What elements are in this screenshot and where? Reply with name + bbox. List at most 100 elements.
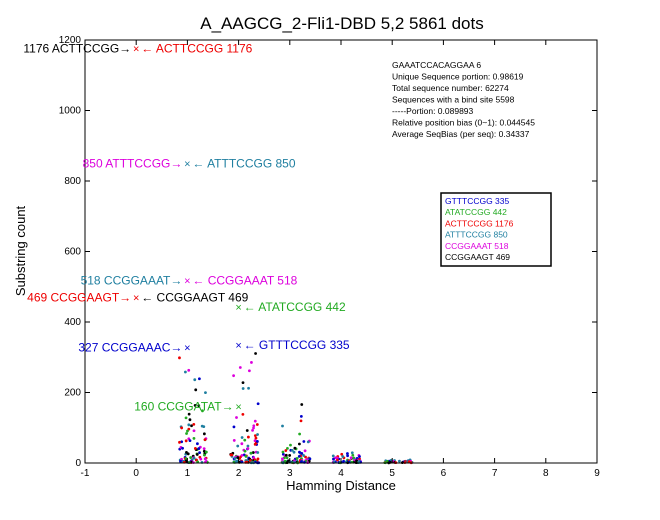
data-point xyxy=(187,368,191,372)
data-point xyxy=(302,440,306,443)
annotation-left-label: 518 CCGGAAAT→ xyxy=(81,273,183,287)
x-tick-label: 5 xyxy=(389,468,395,479)
data-point xyxy=(336,458,339,462)
data-point xyxy=(201,409,204,413)
data-point xyxy=(253,434,257,438)
data-point xyxy=(198,451,201,455)
x-tick-label: 4 xyxy=(338,468,344,479)
info-line: -----Portion: 0.089893 xyxy=(392,106,474,116)
data-point xyxy=(290,448,294,452)
data-point xyxy=(298,442,301,446)
data-point xyxy=(178,356,181,360)
data-point xyxy=(251,451,255,454)
y-tick-label: 600 xyxy=(64,247,81,258)
y-tick-label: 200 xyxy=(64,388,81,399)
data-point xyxy=(180,426,184,430)
annotation-marker: × xyxy=(235,340,241,352)
y-tick-label: 1000 xyxy=(59,106,82,117)
data-point xyxy=(202,432,206,436)
data-point xyxy=(241,413,245,416)
y-axis-label: Substring count xyxy=(13,205,28,296)
data-point xyxy=(195,453,199,456)
data-point xyxy=(299,419,303,423)
data-point xyxy=(297,454,301,458)
data-point xyxy=(398,459,401,463)
x-tick-label: 2 xyxy=(236,468,242,479)
data-point xyxy=(253,442,257,446)
data-point xyxy=(187,412,191,416)
data-point xyxy=(186,452,190,456)
x-tick-label: 6 xyxy=(441,468,447,479)
data-point xyxy=(302,454,305,457)
data-point xyxy=(184,439,188,443)
data-point xyxy=(346,454,349,458)
data-point xyxy=(203,438,207,442)
data-point xyxy=(247,386,250,390)
data-point xyxy=(284,453,288,457)
annotation-marker: × xyxy=(184,275,190,287)
annotation-marker: × xyxy=(235,302,241,314)
data-point xyxy=(281,457,284,461)
x-axis-ticks: -1 0 1 2 3 4 5 6 7 8 9 xyxy=(81,40,600,479)
info-line: Sequences with a bind site 5598 xyxy=(392,95,515,105)
x-tick-label: 0 xyxy=(133,468,139,479)
data-point xyxy=(285,456,289,460)
data-point xyxy=(199,457,203,461)
data-point xyxy=(241,381,245,385)
data-point xyxy=(189,456,193,459)
data-point xyxy=(196,442,199,446)
data-point xyxy=(202,447,206,451)
annotation-right-label: ← CCGGAAAT 518 xyxy=(192,273,297,287)
info-line: GAAATCCACAGGAA 6 xyxy=(392,60,481,70)
data-point xyxy=(303,449,307,453)
annotation-marker: × xyxy=(184,158,190,170)
annotation-left-label: 1176 ACTTCCGG→ xyxy=(23,41,131,55)
data-point xyxy=(246,447,250,450)
legend-entry: CCGGAAGT 469 xyxy=(445,252,510,262)
legend-entry: ACTTCCGG 1176 xyxy=(445,218,514,228)
data-point xyxy=(255,440,259,443)
data-point xyxy=(289,443,292,447)
data-point xyxy=(349,456,353,460)
data-point xyxy=(250,361,253,364)
data-point xyxy=(232,374,235,378)
data-point xyxy=(342,459,346,463)
data-point xyxy=(236,444,240,448)
data-point xyxy=(253,439,257,443)
data-point xyxy=(188,439,192,443)
data-point xyxy=(298,450,301,454)
annotation-right-label: ← ATTTCCGG 850 xyxy=(192,156,295,170)
data-point xyxy=(194,388,198,392)
data-point xyxy=(256,451,260,454)
data-point xyxy=(229,453,233,457)
annotation-marker: × xyxy=(133,293,139,305)
data-point xyxy=(295,457,299,460)
data-point xyxy=(284,449,288,452)
annotation-labels: ×1176 ACTTCCGG→ ← ACTTCCGG 1176×850 ATTTC… xyxy=(23,41,350,413)
x-tick-label: -1 xyxy=(81,468,90,479)
data-point xyxy=(299,414,303,418)
data-point xyxy=(407,460,411,464)
data-point xyxy=(243,438,247,442)
data-point xyxy=(281,424,284,428)
data-point xyxy=(197,404,201,408)
data-point xyxy=(300,403,304,406)
data-point xyxy=(193,378,197,382)
chart-title: A_AAGCG_2-Fli1-DBD 5,2 5861 dots xyxy=(200,14,483,33)
data-point xyxy=(256,457,260,461)
legend-box xyxy=(440,192,552,267)
annotation-marker: × xyxy=(235,402,241,414)
data-point xyxy=(180,457,183,461)
data-point xyxy=(204,450,208,454)
data-point xyxy=(192,456,196,460)
legend-entry: CCGGAAAT 518 xyxy=(445,241,509,251)
data-point xyxy=(293,446,297,450)
info-line: Average SeqBias (per seq): 0.34337 xyxy=(392,129,530,139)
annotation-left-label: 160 CCGGATAT→ xyxy=(134,400,233,414)
annotation-left-label: 327 CCGGAAAC→ xyxy=(78,341,182,355)
data-point xyxy=(358,455,361,458)
annotation-marker: × xyxy=(184,343,190,355)
data-point xyxy=(202,425,206,428)
